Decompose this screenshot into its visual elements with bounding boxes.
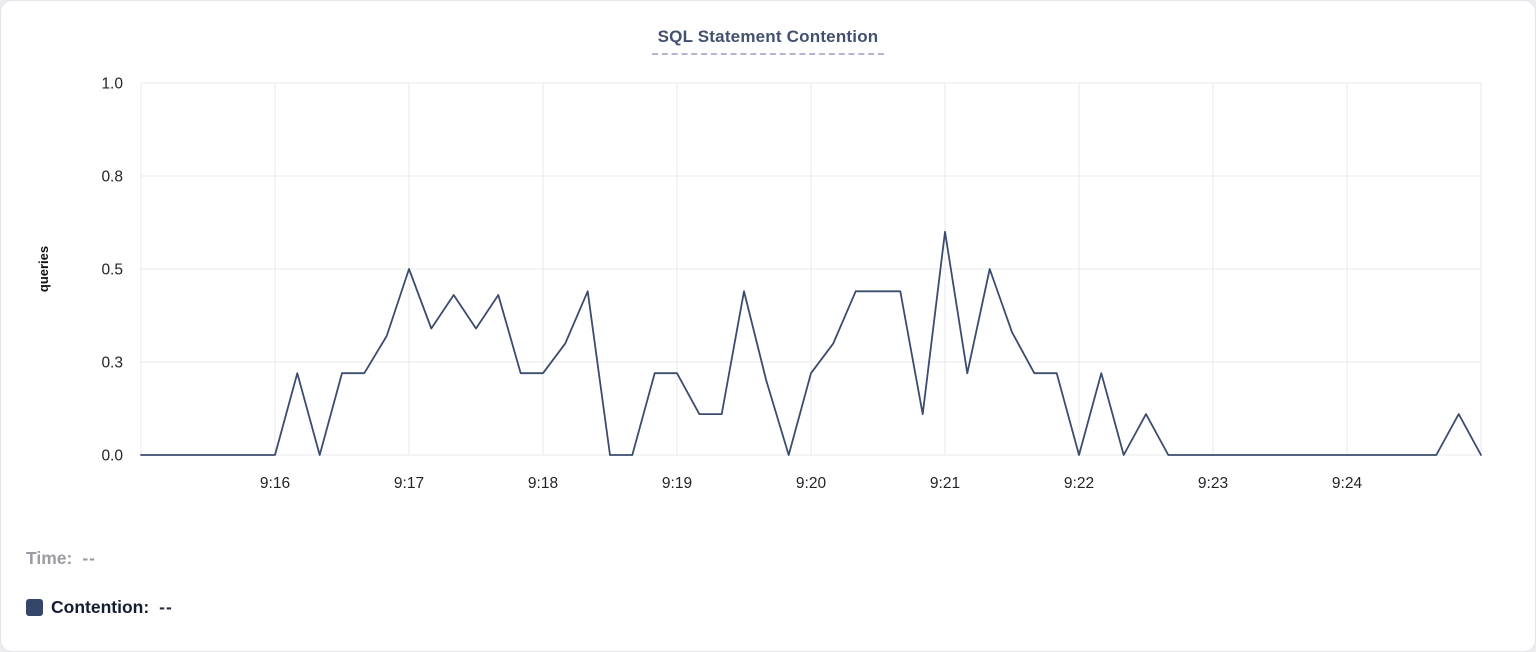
time-label: Time: xyxy=(26,547,73,568)
svg-text:9:19: 9:19 xyxy=(662,475,692,492)
svg-text:1.0: 1.0 xyxy=(101,76,123,93)
contention-label: Contention: xyxy=(51,596,150,617)
svg-text:9:24: 9:24 xyxy=(1332,475,1363,492)
svg-text:queries: queries xyxy=(36,246,51,292)
contention-value: -- xyxy=(159,596,173,617)
contention-swatch xyxy=(26,598,43,616)
legend-contention-row: Contention: -- xyxy=(26,594,173,620)
svg-text:0.8: 0.8 xyxy=(101,169,123,186)
svg-text:0.0: 0.0 xyxy=(101,448,123,465)
svg-text:9:20: 9:20 xyxy=(796,475,827,492)
chart-legend: Time: -- Contention: -- xyxy=(26,545,173,643)
svg-text:0.5: 0.5 xyxy=(101,262,123,279)
legend-time-row: Time: -- xyxy=(26,545,173,571)
chart-title[interactable]: SQL Statement Contention xyxy=(651,27,885,55)
svg-text:9:16: 9:16 xyxy=(260,475,290,492)
svg-text:9:23: 9:23 xyxy=(1198,475,1228,492)
svg-text:9:21: 9:21 xyxy=(930,475,960,492)
svg-text:9:22: 9:22 xyxy=(1064,475,1094,492)
time-value: -- xyxy=(82,547,97,568)
contention-chart[interactable]: 0.0 0.3 0.5 0.8 1.0 9:16 9:17 9:18 9:19 9:20 9:21 9… xyxy=(1,61,1536,521)
chart-header: SQL Statement Contention xyxy=(1,27,1535,55)
svg-text:9:17: 9:17 xyxy=(394,475,424,492)
svg-text:0.3: 0.3 xyxy=(101,355,123,372)
svg-text:9:18: 9:18 xyxy=(528,475,558,492)
